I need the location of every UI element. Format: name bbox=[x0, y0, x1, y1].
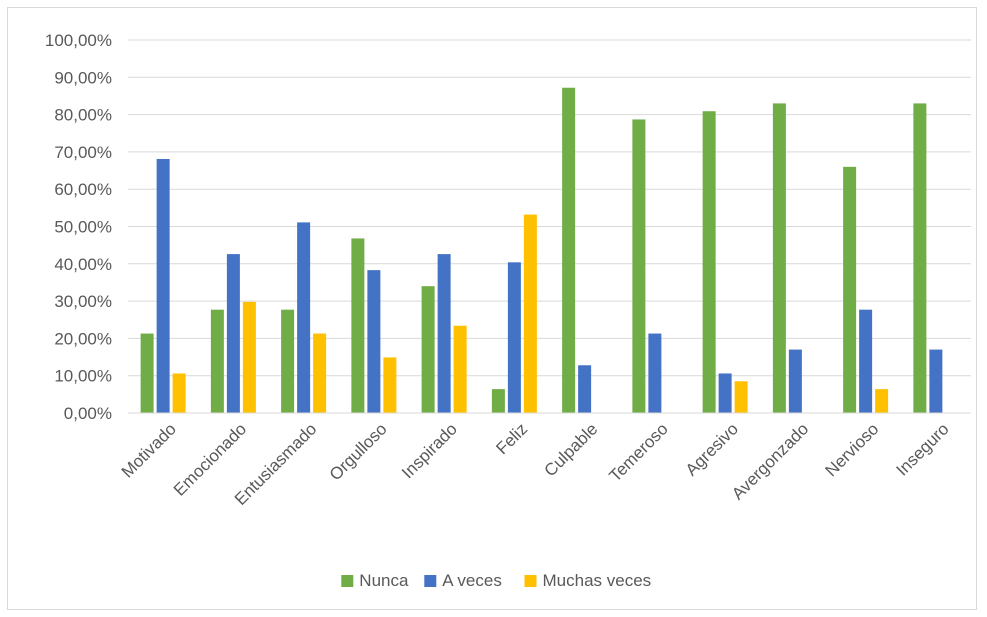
bar-nunca bbox=[281, 309, 295, 413]
y-tick-label: 70,00% bbox=[54, 143, 112, 162]
y-tick-label: 10,00% bbox=[54, 367, 112, 386]
legend-swatch bbox=[524, 575, 537, 587]
bar-nunca bbox=[562, 87, 576, 413]
x-tick-label: Nervioso bbox=[822, 419, 883, 480]
y-tick-label: 90,00% bbox=[54, 68, 112, 87]
x-tick-label: Orgulloso bbox=[326, 419, 391, 484]
bar-a-veces bbox=[929, 349, 943, 413]
bar-muchas-veces bbox=[523, 214, 537, 413]
y-tick-label: 50,00% bbox=[54, 218, 112, 237]
legend-swatch bbox=[424, 575, 437, 587]
bar-muchas-veces bbox=[383, 357, 397, 413]
bar-a-veces bbox=[648, 333, 662, 413]
y-axis-ticks: 0,00% 10,00% 20,00% 30,00% 40,00% 50,00% 60,00… bbox=[45, 31, 112, 423]
bar-nunca bbox=[843, 166, 857, 413]
bar-muchas-veces bbox=[172, 373, 186, 413]
y-tick-label: 100,00% bbox=[45, 31, 112, 50]
bar-a-veces bbox=[578, 365, 592, 413]
bar-muchas-veces bbox=[242, 301, 256, 413]
bar-muchas-veces bbox=[734, 381, 748, 413]
y-tick-label: 80,00% bbox=[54, 106, 112, 125]
bar-nunca bbox=[421, 286, 435, 413]
x-tick-label: Motivado bbox=[118, 419, 180, 481]
legend: Nunca A veces Muchas veces bbox=[341, 571, 651, 590]
bar-nunca bbox=[702, 111, 716, 414]
y-tick-label: 0,00% bbox=[64, 404, 112, 423]
x-tick-label: Agresivo bbox=[682, 419, 742, 479]
legend-swatch bbox=[341, 575, 354, 587]
x-tick-label: Temeroso bbox=[605, 419, 671, 485]
bar-a-veces bbox=[507, 262, 521, 413]
bar-muchas-veces bbox=[453, 325, 467, 413]
bar-a-veces bbox=[718, 373, 732, 413]
x-tick-label: Culpable bbox=[541, 419, 602, 480]
bar-nunca bbox=[351, 238, 365, 413]
legend-label: A veces bbox=[442, 571, 502, 590]
bar-a-veces bbox=[437, 254, 451, 413]
bar-a-veces bbox=[156, 158, 170, 413]
bar-nunca bbox=[140, 333, 154, 413]
y-tick-label: 30,00% bbox=[54, 292, 112, 311]
bar-muchas-veces bbox=[875, 389, 889, 413]
bar-nunca bbox=[772, 103, 786, 413]
bar-nunca bbox=[632, 119, 646, 413]
y-tick-label: 60,00% bbox=[54, 180, 112, 199]
bar-nunca bbox=[491, 389, 505, 413]
legend-label: Nunca bbox=[359, 571, 409, 590]
y-tick-label: 20,00% bbox=[54, 329, 112, 348]
legend-label: Muchas veces bbox=[543, 571, 652, 590]
bar-a-veces bbox=[367, 270, 381, 413]
bars bbox=[140, 87, 943, 414]
bar-a-veces bbox=[788, 349, 802, 413]
bar-muchas-veces bbox=[313, 333, 327, 413]
bar-a-veces bbox=[859, 309, 873, 413]
bar-a-veces bbox=[226, 254, 240, 413]
bar-nunca bbox=[913, 103, 927, 413]
bar-nunca bbox=[210, 309, 224, 413]
x-tick-label: Feliz bbox=[492, 419, 531, 458]
gridlines bbox=[128, 39, 971, 377]
x-tick-label: Inspirado bbox=[398, 419, 461, 482]
x-tick-label: Inseguro bbox=[892, 419, 952, 479]
y-tick-label: 40,00% bbox=[54, 255, 112, 274]
bar-a-veces bbox=[297, 222, 311, 413]
